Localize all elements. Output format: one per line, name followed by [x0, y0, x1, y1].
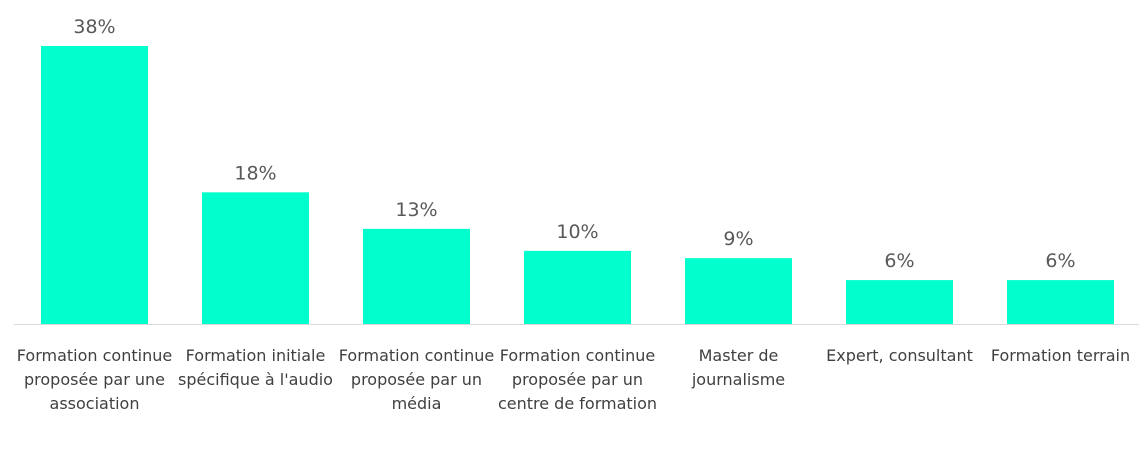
bar [1007, 280, 1114, 324]
x-tick-label: Master de journalisme [691, 346, 786, 389]
data-label: 18% [234, 162, 276, 184]
data-label: 6% [884, 250, 914, 272]
x-tick-label: Formation continue proposée par un média [338, 346, 495, 413]
bar [41, 46, 148, 324]
bar [846, 280, 953, 324]
bar [685, 258, 792, 324]
bar [524, 250, 631, 324]
bar [363, 228, 470, 324]
bar [202, 192, 309, 324]
data-label: 6% [1045, 250, 1075, 272]
x-tick-label: Expert, consultant [826, 346, 973, 365]
x-tick-label: Formation initiale spécifique à l'audio [178, 346, 333, 389]
x-tick-label: Formation continue proposée par une asso… [16, 346, 173, 413]
data-label: 38% [73, 16, 115, 38]
x-tick-label: Formation continue proposée par un centr… [497, 346, 658, 413]
data-label: 13% [395, 199, 437, 221]
data-label: 10% [556, 221, 598, 243]
data-label: 9% [723, 228, 753, 250]
x-tick-label: Formation terrain [990, 346, 1131, 365]
